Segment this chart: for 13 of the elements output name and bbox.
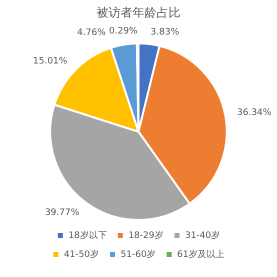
legend-label: 18岁以下 [68, 230, 107, 241]
data-label: 0.29% [108, 26, 138, 37]
legend-label: 31-40岁 [184, 230, 220, 241]
legend-label: 51-60岁 [120, 248, 156, 260]
data-label: 36.34% [237, 108, 272, 118]
chart-title: 被访者年龄占比 [96, 5, 180, 20]
legend-label: 61岁及以上 [177, 248, 225, 260]
legend-label: 18-29岁 [128, 230, 164, 241]
data-label: 39.77% [44, 208, 80, 218]
data-label: 3.83% [150, 27, 180, 38]
data-label: 4.76% [77, 28, 106, 38]
data-label: 15.01% [33, 56, 68, 66]
legend-label: 41-50岁 [64, 248, 100, 260]
